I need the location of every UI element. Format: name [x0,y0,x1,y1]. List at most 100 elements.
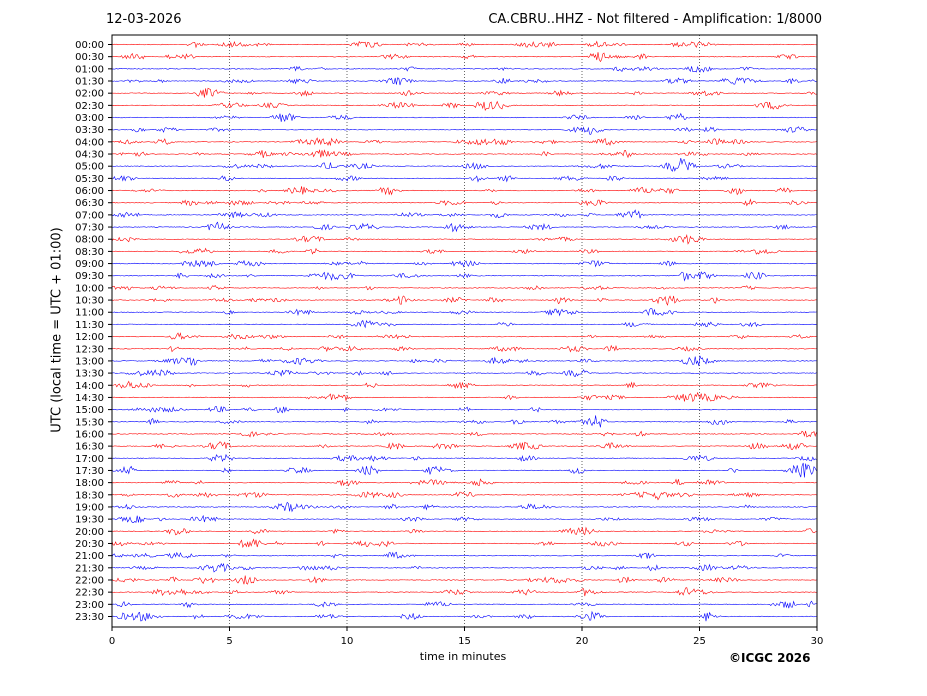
y-tick-label: 22:30 [75,588,104,599]
y-tick-label: 14:30 [75,393,104,404]
y-tick-label: 03:30 [75,125,104,136]
x-tick-label: 0 [109,636,115,647]
trace-0100 [111,65,817,73]
y-tick-label: 01:30 [75,77,104,88]
trace-2230 [111,587,817,597]
trace-0830 [111,247,817,255]
trace-1400 [111,380,817,389]
y-tick-label: 16:30 [75,442,104,453]
y-tick-label: 06:30 [75,198,104,209]
trace-1900 [111,501,817,513]
y-tick-label: 11:30 [75,320,104,331]
trace-1430 [111,391,817,403]
trace-1600 [111,430,817,438]
y-tick-label: 00:00 [75,40,104,51]
y-tick-label: 16:00 [75,429,104,440]
trace-0400 [111,137,817,147]
trace-1930 [111,514,817,524]
x-tick-label: 25 [693,636,706,647]
trace-1830 [111,491,817,501]
trace-2200 [111,575,817,585]
trace-2330 [111,610,817,622]
trace-0230 [111,100,817,111]
x-tick-label: 30 [811,636,824,647]
y-tick-label: 05:30 [75,174,104,185]
trace-0900 [111,259,817,268]
trace-1330 [111,369,817,378]
x-tick-label: 5 [226,636,232,647]
x-ticks: 0 5 10 15 20 25 30 [109,627,824,647]
trace-1700 [111,453,817,463]
y-tick-label: 01:00 [75,64,104,75]
trace-1000 [111,285,817,291]
y-tick-label: 10:00 [75,283,104,294]
trace-0330 [111,126,817,135]
y-tick-label: 00:30 [75,52,104,63]
trace-2000 [111,526,817,536]
y-tick-label: 19:00 [75,502,104,513]
y-tick-label: 17:30 [75,466,104,477]
y-tick-label: 22:00 [75,575,104,586]
trace-0200 [111,87,817,98]
trace-1630 [111,441,817,450]
trace-0430 [111,149,817,159]
y-tick-label: 13:30 [75,369,104,380]
grid-lines [229,35,700,627]
y-tick-label: 09:00 [75,259,104,270]
y-tick-label: 18:00 [75,478,104,489]
plot-date: 12-03-2026 [106,12,182,27]
trace-1730 [111,462,817,478]
trace-0930 [111,271,817,282]
y-tick-label: 14:00 [75,381,104,392]
y-tick-label: 06:00 [75,186,104,197]
trace-2030 [111,538,817,549]
y-tick-label: 11:00 [75,308,104,319]
x-tick-label: 10 [341,636,354,647]
copyright-notice: ©ICGC 2026 [729,651,811,665]
y-tick-label: 10:30 [75,296,104,307]
y-tick-label: 23:00 [75,600,104,611]
trace-0030 [111,52,817,63]
y-tick-label: 13:00 [75,356,104,367]
y-tick-label: 23:30 [75,612,104,623]
trace-0130 [111,77,817,86]
y-tick-label: 21:00 [75,551,104,562]
y-tick-label: 07:00 [75,210,104,221]
x-tick-label: 20 [576,636,589,647]
trace-1130 [111,319,817,329]
trace-1100 [111,307,817,317]
y-tick-label: 04:00 [75,137,104,148]
trace-1530 [111,415,817,428]
seismic-traces [111,40,817,622]
plot-frame [111,34,818,628]
y-tick-label: 15:30 [75,417,104,428]
y-tick-label: 21:30 [75,563,104,574]
y-tick-label: 03:00 [75,113,104,124]
trace-1030 [111,295,817,306]
x-axis-label: time in minutes [419,650,507,663]
trace-0300 [111,112,817,123]
y-tick-label: 04:30 [75,150,104,161]
trace-0500 [111,157,817,172]
trace-0700 [111,209,817,219]
trace-1800 [111,478,817,487]
y-tick-label: 12:00 [75,332,104,343]
trace-1200 [111,332,817,340]
y-tick-label: 19:30 [75,515,104,526]
trace-2300 [111,600,817,609]
y-tick-label: 07:30 [75,223,104,234]
trace-0730 [111,221,817,233]
y-tick-label: 05:00 [75,162,104,173]
trace-0530 [111,175,817,183]
y-tick-label: 08:00 [75,235,104,246]
y-tick-label: 20:00 [75,527,104,538]
x-tick-label: 15 [458,636,471,647]
trace-1230 [111,344,817,353]
trace-0630 [111,198,817,207]
trace-0600 [111,186,817,196]
trace-2100 [111,551,817,559]
trace-1300 [111,354,817,367]
y-tick-label: 17:00 [75,454,104,465]
